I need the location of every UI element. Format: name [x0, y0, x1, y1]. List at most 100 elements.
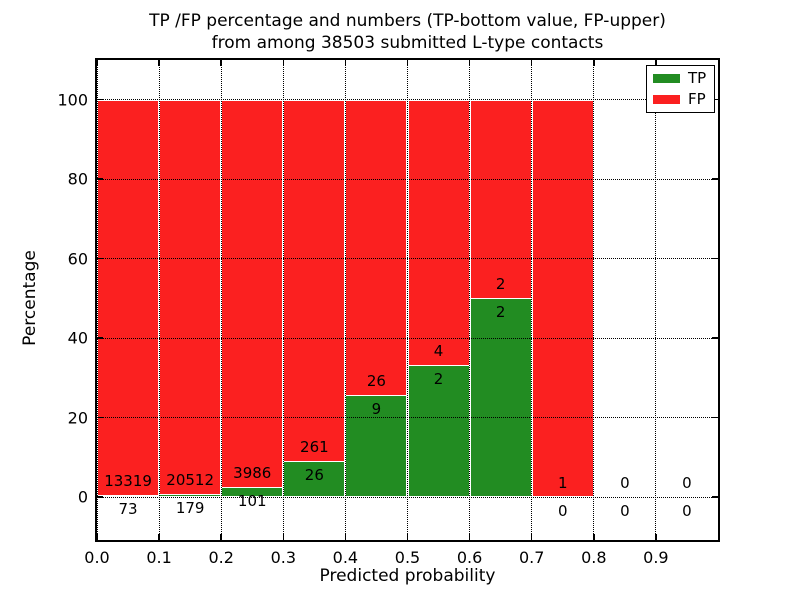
legend: TP FP — [646, 65, 715, 113]
x-tick-label: 0.4 — [332, 548, 359, 567]
tp-legend-label: TP — [688, 69, 707, 87]
v-gridline — [593, 60, 595, 540]
v-gridline — [282, 60, 284, 540]
v-gridline — [344, 60, 346, 540]
y-tick-label: 20 — [67, 408, 88, 428]
x-tick-mark — [344, 60, 347, 66]
y-tick-label: 100 — [57, 90, 88, 110]
tp-bar — [283, 461, 346, 498]
y-tick-mark — [712, 496, 718, 498]
tp-count-label: 0 — [557, 502, 568, 521]
tp-count-label: 73 — [118, 499, 138, 518]
x-tick-label: 0.1 — [146, 548, 172, 567]
x-tick-mark — [220, 534, 222, 540]
x-tick-label: 0.2 — [208, 548, 234, 567]
tp-bar — [159, 493, 222, 498]
tp-count-label: 0 — [682, 502, 692, 521]
x-tick-mark — [220, 60, 222, 66]
x-tick-mark — [593, 60, 595, 66]
x-tick-mark — [593, 534, 595, 540]
x-tick-mark — [655, 60, 657, 66]
y-tick-mark — [712, 337, 718, 339]
x-tick-mark — [655, 534, 657, 540]
x-tick-mark — [282, 60, 285, 66]
chart-title-line1: TP /FP percentage and numbers (TP-bottom… — [149, 11, 666, 31]
x-tick-mark — [406, 60, 409, 66]
fp-bar — [221, 99, 284, 498]
tp-count-label: 2 — [495, 303, 506, 322]
fp-legend-swatch — [653, 95, 680, 104]
chart-title: TP /FP percentage and numbers (TP-bottom… — [97, 10, 718, 54]
fp-bar — [97, 99, 160, 498]
x-tick-mark — [96, 534, 98, 540]
x-tick-mark — [530, 534, 533, 540]
x-tick-mark — [96, 60, 98, 66]
y-tick-mark — [97, 337, 103, 339]
x-tick-mark — [406, 534, 409, 540]
x-tick-mark — [530, 60, 533, 66]
tp-bar — [407, 364, 470, 498]
fp-legend-label: FP — [688, 90, 706, 108]
fp-bar — [531, 99, 594, 498]
tp-count-label: 0 — [620, 502, 630, 521]
y-tick-label: 80 — [67, 169, 88, 189]
y-tick-mark — [712, 257, 718, 260]
tp-count-label: 179 — [175, 498, 205, 517]
v-gridline — [469, 60, 471, 540]
ticks-layer — [96, 60, 718, 540]
fp-count-label: 26 — [366, 371, 386, 390]
tp-count-label: 9 — [371, 399, 382, 418]
tp-legend-swatch — [653, 74, 680, 83]
v-gridline — [220, 60, 222, 540]
y-tick-mark — [97, 178, 103, 180]
x-tick-mark — [344, 534, 347, 540]
fp-count-label: 2 — [495, 275, 506, 294]
fp-count-label: 1 — [557, 474, 568, 493]
y-tick-mark — [97, 257, 103, 260]
x-tick-label: 0.9 — [643, 548, 669, 567]
x-tick-label: 0.8 — [581, 548, 607, 567]
x-axis-label: Predicted probability — [319, 566, 496, 586]
fp-count-label: 4 — [433, 341, 444, 360]
x-tick-mark — [468, 534, 471, 540]
y-tick-mark — [97, 416, 103, 419]
tp-bar — [469, 298, 532, 498]
y-tick-mark — [97, 98, 103, 101]
bars-layer — [97, 60, 718, 540]
x-tick-label: 0.3 — [270, 548, 297, 567]
legend-item-tp: TP — [653, 71, 708, 86]
plot-area: 13319 73 20512 179 3986 101 261 26 26 9 4 2 2 2 1 0 0 0 0 0… — [95, 58, 720, 542]
x-tick-mark — [468, 60, 471, 66]
x-tick-label: 0.7 — [518, 548, 545, 567]
tp-count-label: 2 — [433, 369, 444, 388]
v-gridline — [158, 60, 160, 540]
x-tick-label: 0.0 — [84, 548, 110, 567]
x-tick-mark — [282, 534, 285, 540]
tp-count-label: 101 — [237, 492, 267, 511]
x-tick-label: 0.5 — [394, 548, 421, 567]
tp-bar — [345, 394, 408, 498]
annotations-layer: 13319 73 20512 179 3986 101 261 26 26 9 4 2 2 2 1 0 0 0 0 0 — [97, 60, 718, 540]
chart-title-line2: from among 38503 submitted L-type contac… — [211, 33, 604, 53]
fp-count-label: 261 — [300, 438, 329, 457]
y-tick-label: 40 — [67, 328, 88, 348]
fp-count-label: 13319 — [104, 471, 152, 490]
fp-count-label: 0 — [682, 474, 692, 493]
v-gridline — [531, 60, 533, 540]
y-tick-mark — [712, 178, 718, 180]
tp-count-label: 26 — [304, 466, 324, 485]
x-tick-mark — [158, 534, 160, 540]
y-tick-mark — [712, 416, 718, 419]
v-gridline — [96, 60, 98, 540]
x-tick-mark — [158, 60, 160, 66]
v-gridline — [655, 60, 657, 540]
fp-count-label: 0 — [620, 474, 630, 493]
fp-count-label: 3986 — [233, 464, 272, 483]
fp-bar — [159, 99, 222, 498]
x-tick-label: 0.6 — [456, 548, 483, 567]
legend-item-fp: FP — [653, 92, 708, 107]
y-tick-mark — [97, 496, 103, 498]
grid-layer — [96, 60, 718, 540]
y-tick-mark — [712, 98, 718, 101]
